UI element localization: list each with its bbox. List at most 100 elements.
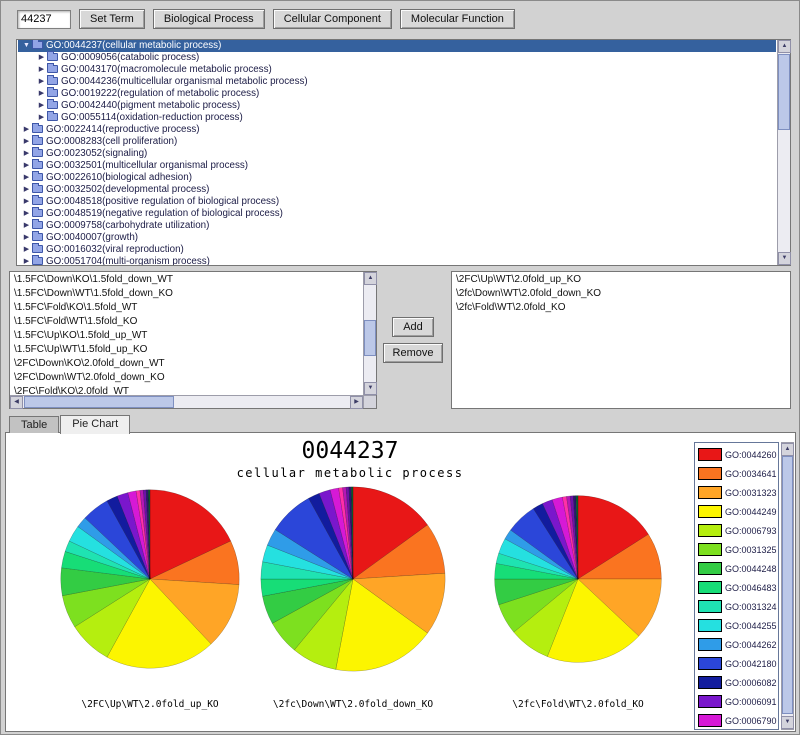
legend-item[interactable]: GO:0006793 bbox=[698, 521, 778, 540]
legend-item[interactable]: GO:0044249 bbox=[698, 502, 778, 521]
tab-table[interactable]: Table bbox=[9, 416, 60, 433]
tree-row[interactable]: ▶ GO:0016032(viral reproduction) bbox=[18, 243, 776, 256]
tree-row[interactable]: ▶ GO:0032502(developmental process) bbox=[18, 183, 776, 196]
tree-expand-icon[interactable]: ▶ bbox=[23, 258, 30, 265]
legend-list: GO:0044260 GO:0034641 GO:0031323 GO:0044249… bbox=[698, 445, 778, 729]
legend-item[interactable]: GO:0042180 bbox=[698, 654, 778, 673]
tree-expand-icon[interactable]: ▶ bbox=[23, 234, 30, 241]
tree-expand-icon[interactable]: ▶ bbox=[23, 210, 30, 217]
tree-expand-icon[interactable]: ▶ bbox=[23, 198, 30, 205]
list-item[interactable]: \2fc\Down\WT\2.0fold_down_KO bbox=[453, 287, 789, 301]
legend-item[interactable]: GO:0006082 bbox=[698, 673, 778, 692]
legend-item[interactable]: GO:0046483 bbox=[698, 578, 778, 597]
list-item[interactable]: \2FC\Up\WT\2.0fold_up_KO bbox=[453, 273, 789, 287]
available-list-hscrollbar[interactable]: ◀ ▶ bbox=[10, 395, 363, 409]
tree-scrollbar-thumb[interactable] bbox=[778, 54, 790, 130]
scroll-left-button[interactable]: ◀ bbox=[10, 396, 23, 409]
legend-item[interactable]: GO:0044262 bbox=[698, 635, 778, 654]
scrollbar-thumb[interactable] bbox=[782, 456, 793, 714]
available-list-vscrollbar[interactable]: ▲ ▼ bbox=[363, 272, 377, 395]
tree-expand-icon[interactable]: ▶ bbox=[23, 138, 30, 145]
legend-scrollbar[interactable]: ▲ ▼ bbox=[781, 442, 794, 730]
legend-item[interactable]: GO:0034641 bbox=[698, 464, 778, 483]
tree-expand-icon[interactable]: ▶ bbox=[38, 114, 45, 121]
scroll-down-button[interactable]: ▼ bbox=[364, 382, 377, 395]
tree-expand-icon[interactable]: ▶ bbox=[38, 54, 45, 61]
scroll-right-button[interactable]: ▶ bbox=[350, 396, 363, 409]
legend-item[interactable]: GO:0031323 bbox=[698, 483, 778, 502]
tree-item-label: GO:0055114(oxidation-reduction process) bbox=[61, 112, 243, 123]
tree-scrollbar[interactable]: ▲ ▼ bbox=[777, 40, 791, 265]
scroll-up-button[interactable]: ▲ bbox=[364, 272, 377, 285]
scrollbar-thumb[interactable] bbox=[24, 396, 174, 408]
cellular-component-button[interactable]: Cellular Component bbox=[272, 9, 392, 29]
tree-row[interactable]: ▶ GO:0048519(negative regulation of biolo… bbox=[18, 207, 776, 220]
set-term-button[interactable]: Set Term bbox=[79, 9, 145, 29]
legend-item[interactable]: GO:0044255 bbox=[698, 616, 778, 635]
list-item[interactable]: \2FC\Down\WT\2.0fold_down_KO bbox=[11, 371, 362, 385]
legend-item[interactable]: GO:0044248 bbox=[698, 559, 778, 578]
tab-pie-chart[interactable]: Pie Chart bbox=[60, 415, 131, 434]
tree-row[interactable]: ▶ GO:0022610(biological adhesion) bbox=[18, 171, 776, 184]
tree-row[interactable]: ▶ GO:0044236(multicellular organismal met… bbox=[18, 75, 776, 88]
list-item[interactable]: \1.5FC\Fold\WT\1.5fold_KO bbox=[11, 315, 362, 329]
legend-label: GO:0031324 bbox=[725, 601, 777, 612]
legend-item[interactable]: GO:0031324 bbox=[698, 597, 778, 616]
tree-row[interactable]: ▶ GO:0022414(reproductive process) bbox=[18, 123, 776, 136]
molecular-function-button[interactable]: Molecular Function bbox=[399, 9, 515, 29]
tree-row[interactable]: ▶ GO:0048518(positive regulation of biolo… bbox=[18, 195, 776, 208]
tree-expand-icon[interactable]: ▶ bbox=[23, 174, 30, 181]
tree-row[interactable]: ▼ GO:0044237(cellular metabolic process) bbox=[18, 40, 776, 52]
tree-row[interactable]: ▶ GO:0009758(carbohydrate utilization) bbox=[18, 219, 776, 232]
biological-process-button[interactable]: Biological Process bbox=[152, 9, 265, 29]
scroll-up-button[interactable]: ▲ bbox=[778, 40, 791, 53]
add-button[interactable]: Add bbox=[392, 317, 434, 337]
list-item[interactable]: \2fc\Fold\WT\2.0fold_KO bbox=[453, 301, 789, 315]
tree-expand-icon[interactable]: ▶ bbox=[38, 90, 45, 97]
scroll-down-button[interactable]: ▼ bbox=[781, 716, 794, 729]
tree-expand-icon[interactable]: ▶ bbox=[23, 186, 30, 193]
list-item[interactable]: \1.5FC\Fold\KO\1.5fold_WT bbox=[11, 301, 362, 315]
legend-item[interactable]: GO:0006091 bbox=[698, 692, 778, 711]
remove-button[interactable]: Remove bbox=[383, 343, 443, 363]
tree-row[interactable]: ▶ GO:0008283(cell proliferation) bbox=[18, 135, 776, 148]
legend-label: GO:0031323 bbox=[725, 487, 777, 498]
scrollbar-thumb[interactable] bbox=[364, 320, 376, 356]
tree-expand-icon[interactable]: ▶ bbox=[38, 78, 45, 85]
scroll-down-button[interactable]: ▼ bbox=[778, 252, 791, 265]
tree-row[interactable]: ▶ GO:0032501(multicellular organismal pro… bbox=[18, 159, 776, 172]
tree-row[interactable]: ▶ GO:0019222(regulation of metabolic proc… bbox=[18, 87, 776, 100]
legend-item[interactable]: GO:0006790 bbox=[698, 711, 778, 729]
tree-expand-icon[interactable]: ▶ bbox=[38, 102, 45, 109]
tree-row[interactable]: ▶ GO:0023052(signaling) bbox=[18, 147, 776, 160]
scroll-up-button[interactable]: ▲ bbox=[781, 443, 794, 456]
tree-row[interactable]: ▶ GO:0055114(oxidation-reduction process) bbox=[18, 111, 776, 124]
go-tree-panel: ▼ GO:0044237(cellular metabolic process) ▶… bbox=[16, 39, 791, 266]
term-input[interactable] bbox=[17, 9, 71, 29]
tree-expand-icon[interactable]: ▶ bbox=[38, 66, 45, 73]
tree-row[interactable]: ▶ GO:0040007(growth) bbox=[18, 231, 776, 244]
legend-label: GO:0006793 bbox=[725, 525, 777, 536]
legend-item[interactable]: GO:0031325 bbox=[698, 540, 778, 559]
tree-expand-icon[interactable]: ▶ bbox=[23, 222, 30, 229]
list-item[interactable]: \1.5FC\Down\WT\1.5fold_down_KO bbox=[11, 287, 362, 301]
tree-row[interactable]: ▶ GO:0009056(catabolic process) bbox=[18, 51, 776, 64]
tree-expand-icon[interactable]: ▶ bbox=[23, 162, 30, 169]
list-item[interactable]: \1.5FC\Down\KO\1.5fold_down_WT bbox=[11, 273, 362, 287]
tree-expand-icon[interactable]: ▶ bbox=[23, 246, 30, 253]
list-item[interactable]: \1.5FC\Up\KO\1.5fold_up_WT bbox=[11, 329, 362, 343]
toolbar: Set Term Biological Process Cellular Com… bbox=[17, 9, 515, 29]
tree-expand-icon[interactable]: ▶ bbox=[23, 126, 30, 133]
tree-expand-icon[interactable]: ▼ bbox=[23, 42, 30, 49]
tree-row[interactable]: ▶ GO:0043170(macromolecule metabolic proc… bbox=[18, 63, 776, 76]
legend-item[interactable]: GO:0044260 bbox=[698, 445, 778, 464]
tree-row[interactable]: ▶ GO:0042440(pigment metabolic process) bbox=[18, 99, 776, 112]
folder-icon bbox=[32, 159, 43, 169]
folder-icon bbox=[47, 63, 58, 73]
list-item[interactable]: \2FC\Down\KO\2.0fold_down_WT bbox=[11, 357, 362, 371]
list-item[interactable]: \1.5FC\Up\WT\1.5fold_up_KO bbox=[11, 343, 362, 357]
list-item[interactable]: \2FC\Fold\KO\2.0fold_WT bbox=[11, 385, 362, 394]
tree-row[interactable]: ▶ GO:0051704(multi-organism process) bbox=[18, 255, 776, 265]
tree-item-label: GO:0051704(multi-organism process) bbox=[46, 256, 210, 265]
tree-expand-icon[interactable]: ▶ bbox=[23, 150, 30, 157]
